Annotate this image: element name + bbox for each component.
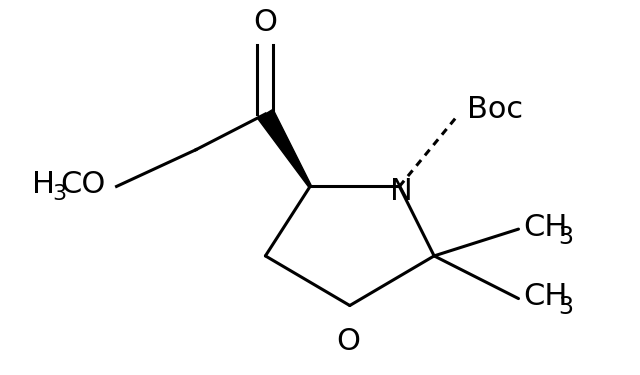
Text: O: O [253, 8, 277, 37]
Text: 3: 3 [558, 225, 573, 249]
Text: CO: CO [60, 170, 106, 199]
Text: N: N [390, 177, 413, 206]
Polygon shape [258, 109, 311, 187]
Text: CH: CH [524, 282, 568, 311]
Text: 3: 3 [558, 294, 573, 318]
Text: H: H [32, 170, 55, 199]
Text: CH: CH [524, 213, 568, 242]
Text: O: O [336, 327, 360, 356]
Text: 3: 3 [52, 184, 66, 204]
Text: Boc: Boc [467, 94, 523, 123]
